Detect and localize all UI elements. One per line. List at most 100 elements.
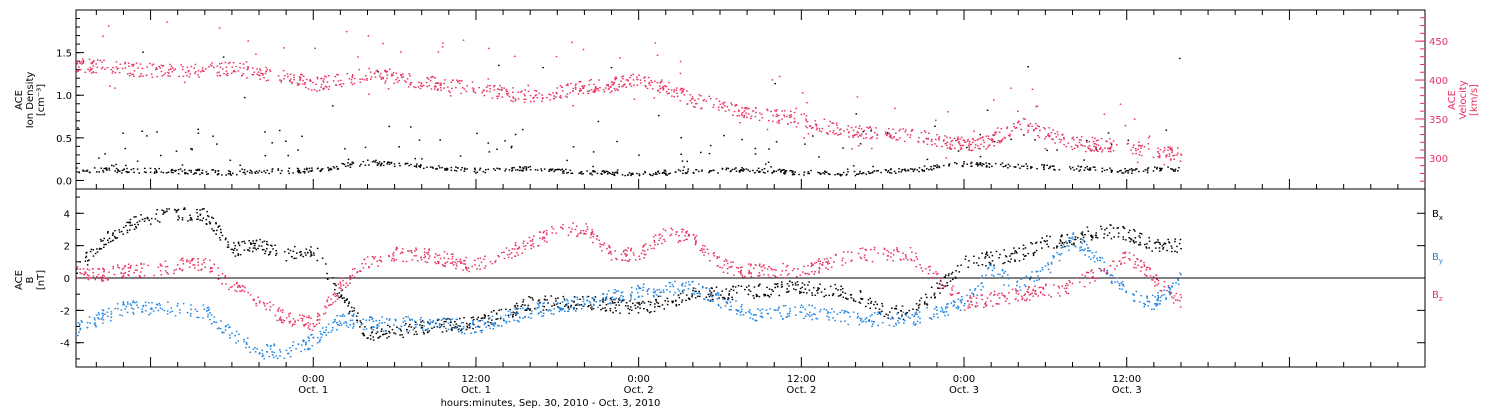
density-point [245,173,247,174]
density-point [368,164,370,165]
b-point-by [312,337,314,338]
density-point [902,169,904,170]
b-point-bx [450,325,452,326]
b-point-bz [377,266,379,267]
b-point-bx [201,220,203,221]
b-point-bx [948,273,950,274]
b-point-by [101,318,103,319]
density-point [496,168,498,169]
b-point-bz [651,248,653,249]
b-point-by [543,313,545,314]
velocity-point [801,114,803,115]
b-point-bx [443,326,445,327]
velocity-point [666,91,668,92]
velocity-point [1139,154,1141,155]
b-point-by [1157,292,1159,293]
velocity-point [222,68,224,69]
b-point-by [730,302,732,303]
velocity-point [570,83,572,84]
density-point [375,160,377,161]
b-point-by [320,339,322,340]
b-point-by [767,313,769,314]
velocity-point [320,86,322,87]
b-point-by [263,358,265,359]
b-point-by [153,310,155,311]
b-point-by [290,350,292,351]
b-point-by [831,308,833,309]
b-point-bx [266,241,268,242]
b-point-bx [610,310,612,311]
density-point [768,148,770,149]
b-point-by [1063,244,1065,245]
velocity-point [1106,141,1108,142]
b-point-bx [646,309,648,310]
velocity-point [125,67,127,68]
b-point-bx [166,211,168,212]
density-point [77,127,79,128]
b-point-bx [1164,243,1166,244]
b-point-bx [415,331,417,332]
b-point-bz [941,285,943,286]
b-point-by [217,328,219,329]
b-point-bx [887,317,889,318]
b-point-by [1110,275,1112,276]
b-point-bz [523,246,525,247]
velocity-point [401,77,403,78]
b-point-bz [406,261,408,262]
b-point-bx [1081,233,1083,234]
velocity-point [112,71,114,72]
density-point [550,169,552,170]
b-point-by [469,326,471,327]
b-point-by [673,294,675,295]
b-point-bx [1046,244,1048,245]
b-point-bz [524,249,526,250]
density-point [980,162,982,163]
density-point [938,166,940,167]
b-point-by [857,313,859,314]
velocity-point [549,99,551,100]
b-point-bz [1027,289,1029,290]
b-point-bz [1140,270,1142,271]
b-point-by [981,275,983,276]
b-point-bx [165,211,167,212]
velocity-point [415,87,417,88]
density-point [713,170,715,171]
b-point-by [933,314,935,315]
b-point-by [87,327,89,328]
velocity-point [716,98,718,99]
density-point [141,131,143,132]
b-point-bz [703,249,705,250]
b-point-by [808,314,810,315]
velocity-point [1086,141,1088,142]
b-point-by [610,303,612,304]
velocity-point [101,68,103,69]
velocity-point [129,73,131,74]
b-point-bx [1171,245,1173,246]
velocity-point [161,71,163,72]
density-point [963,163,965,164]
velocity-point [1137,149,1139,150]
velocity-point [888,128,890,129]
density-point [1125,171,1127,172]
b-point-bx [823,296,825,297]
b-point-bx [498,310,500,311]
velocity-point [1044,128,1046,129]
b-point-bz [277,320,279,321]
b-point-bz [701,250,703,251]
density-point [301,136,303,137]
b-point-bz [1059,295,1061,296]
velocity-point [579,90,581,91]
b-point-bx [1018,248,1020,249]
velocity-point [304,82,306,83]
b-point-bx [987,255,989,256]
velocity-point [183,76,185,77]
b-point-bz [175,269,177,270]
velocity-point [795,108,797,109]
velocity-point [122,68,124,69]
b-point-by [853,312,855,313]
velocity-point [93,65,95,66]
b-point-bx [855,301,857,302]
density-point [772,172,774,173]
b-point-bx [294,246,296,247]
velocity-point [659,85,661,86]
